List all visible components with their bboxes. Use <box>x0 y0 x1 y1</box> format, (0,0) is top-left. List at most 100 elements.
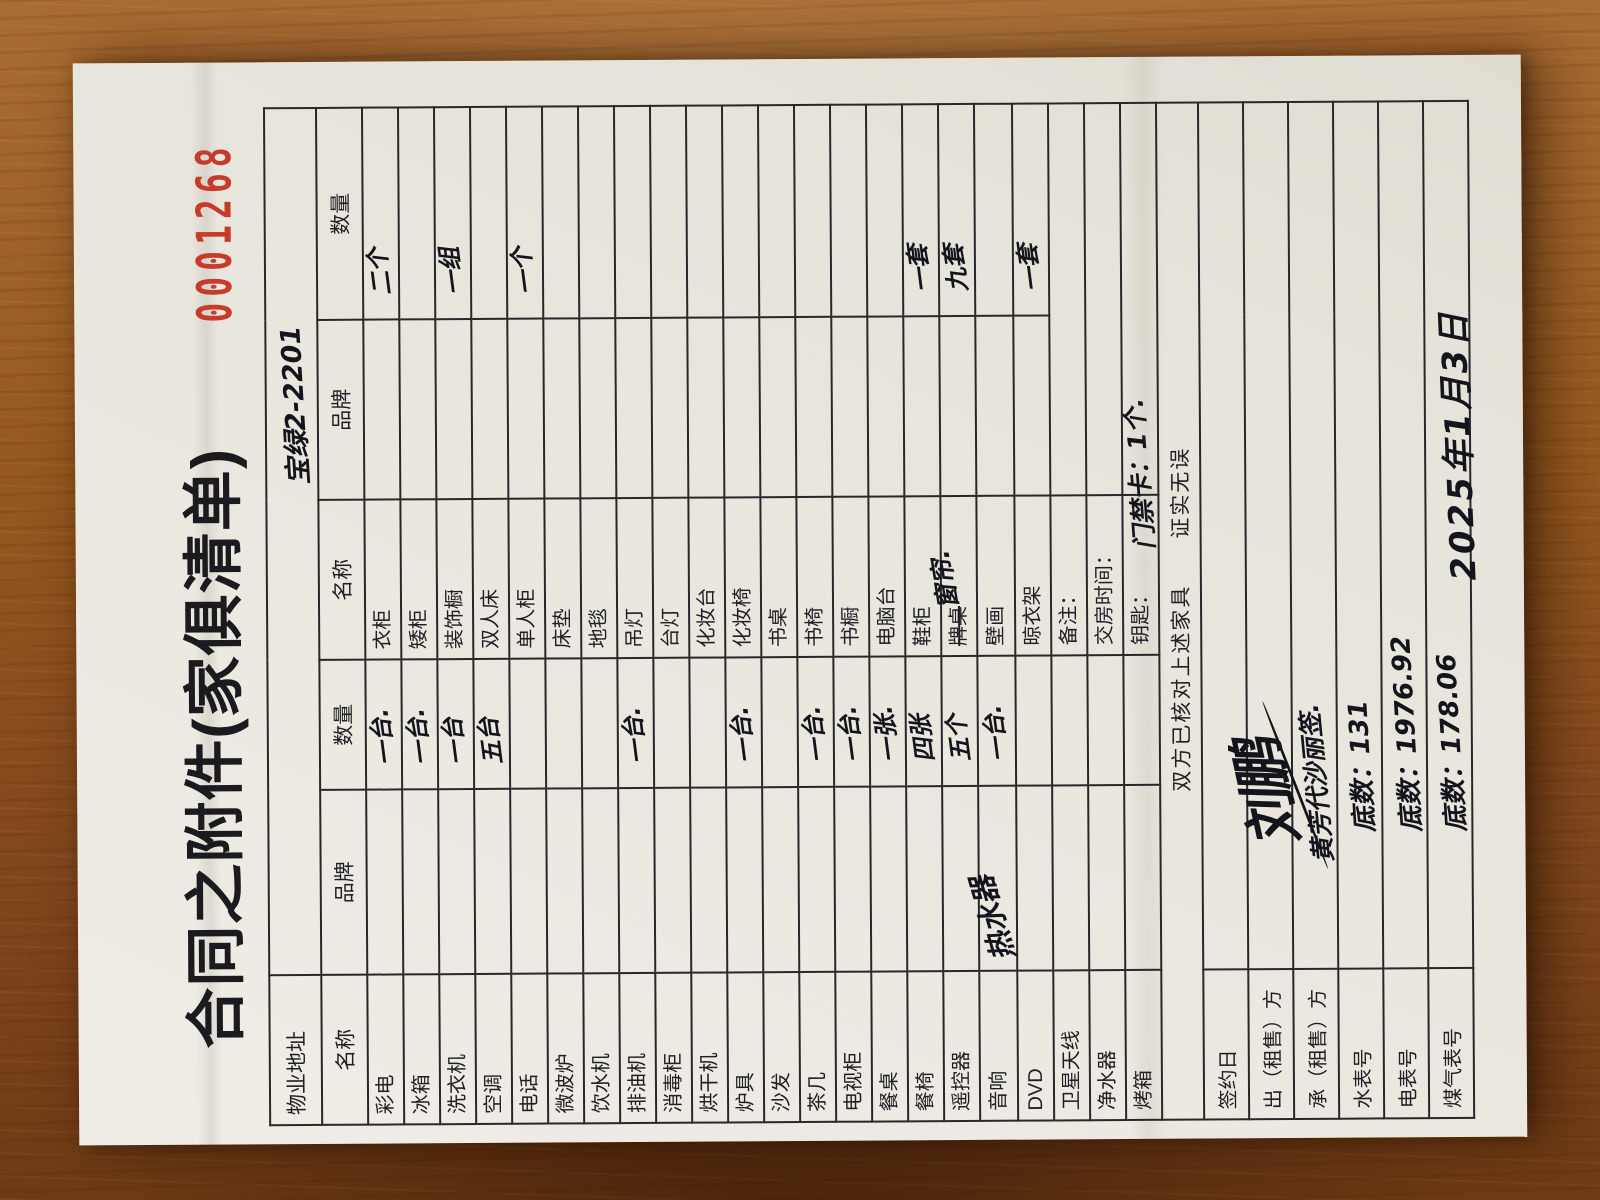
brand-cell <box>903 316 941 497</box>
brand-cell <box>870 786 908 972</box>
quantity-cell <box>577 106 616 319</box>
paper-sheet: 合同之附件(家俱清单) 0001268 物业地址 宝绿2-2201 名称 品牌 数量 名称… <box>72 54 1528 1146</box>
quantity-cell <box>613 105 652 319</box>
item-name-cell: 冰箱 <box>403 974 441 1125</box>
quantity-cell: 一个 <box>505 106 544 319</box>
brand-cell <box>834 786 872 972</box>
quantity-cell <box>1051 655 1089 786</box>
item-name-cell: 电脑台 <box>868 496 906 657</box>
column-header: 品牌 <box>320 789 368 975</box>
quantity-cell <box>469 106 508 320</box>
table-row: 净水器 交房时间： <box>1083 102 1127 1121</box>
table-row: 炉具 一台. 化妆椅 <box>721 105 765 1123</box>
table-row: 彩电 一台. 衣柜 二个 <box>361 107 405 1125</box>
bottom-row-label: 电表号 <box>1383 968 1430 1119</box>
bottom-row-value: 底数：131 <box>1332 101 1384 969</box>
table-row: 遥控器 五个 牌桌 窗帘. 九套 <box>925 103 981 1122</box>
quantity-cell <box>757 104 796 318</box>
bottom-row-label: 水表号 <box>1338 968 1385 1119</box>
brand-cell: 热水器 <box>965 785 1022 971</box>
property-address-value: 宝绿2-2201 <box>263 107 322 976</box>
quantity-cell: 五台 <box>473 658 511 789</box>
handwritten-quantity: 五个 <box>941 712 976 764</box>
quantity-cell: 五个 <box>941 655 979 787</box>
item-name-cell: 化妆台 <box>688 497 726 658</box>
column-header: 名称 <box>321 974 369 1125</box>
handwritten-quantity: 一套 <box>1013 241 1047 294</box>
quantity-cell <box>1123 654 1161 786</box>
item-name-cell: 吊灯 <box>616 497 654 659</box>
table-row: 卫星天线 备注： <box>1047 103 1091 1121</box>
table-row: 沙发 书桌 <box>757 104 801 1123</box>
meter-reading: 底数：131 <box>1343 699 1381 834</box>
bottom-row-value: 刘鹏 <box>1225 101 1312 970</box>
item-name-cell: 微波炉 <box>547 973 585 1124</box>
item-name-cell: 餐椅 <box>907 971 945 1122</box>
brand-cell <box>831 316 869 497</box>
handwritten-quantity: 九套 <box>939 242 973 294</box>
quantity-cell <box>793 104 832 318</box>
brand-cell <box>399 319 437 500</box>
brand-cell <box>579 318 617 499</box>
item-name-cell: 餐桌 <box>871 971 909 1122</box>
column-header: 名称 <box>318 499 366 660</box>
item-name-cell: 卫星天线 <box>1053 970 1091 1121</box>
handwritten-quantity: 四张 <box>905 712 940 764</box>
item-name-cell: 净水器 <box>1089 970 1127 1121</box>
handwritten-quantity: 一台. <box>978 703 1014 764</box>
quantity-cell <box>397 107 436 320</box>
item-name-cell: DVD <box>1017 970 1055 1121</box>
bottom-row: 电表号 底数：1976.92 <box>1377 101 1430 1119</box>
brand-cell <box>543 318 581 499</box>
quantity-cell: 一台. <box>977 655 1017 786</box>
quantity-cell <box>761 657 799 788</box>
quantity-cell: 一台. <box>725 657 763 788</box>
quantity-cell: 九套 <box>937 103 976 317</box>
quantity-cell: 一台 <box>437 658 475 790</box>
brand-cell <box>651 317 689 498</box>
bottom-row-value: 底数：1976.92 <box>1377 101 1429 969</box>
bottom-row-label: 煤气表号 <box>1428 967 1475 1119</box>
table-row: 微波炉 床垫 <box>541 106 585 1124</box>
handwritten-quantity: 一组 <box>435 245 469 297</box>
brand-cell <box>1088 785 1126 971</box>
handwritten-date: 2025年1月3日 <box>1433 309 1485 582</box>
brand-cell <box>723 317 761 498</box>
brand-cell <box>906 786 944 972</box>
quantity-cell: 一台. <box>833 656 871 787</box>
property-address-label: 物业地址 <box>269 974 323 1126</box>
quantity-cell: 四张 <box>905 656 943 787</box>
bottom-row-label: 出（租售）方 <box>1248 968 1295 1120</box>
verify-statement: 双方已核对上述家具 证实无误 <box>1155 102 1205 1120</box>
brand-cell <box>366 789 404 975</box>
handwritten-quantity: 二个 <box>363 245 397 298</box>
item-name-cell: 化妆椅 <box>724 497 762 658</box>
quantity-cell <box>721 105 760 318</box>
table-row: 洗衣机 一台 装饰橱 一组 <box>433 106 477 1125</box>
serial-number: 0001268 <box>185 141 243 323</box>
brand-cell <box>1016 785 1054 971</box>
brand-cell <box>762 787 800 973</box>
quantity-cell <box>509 658 547 789</box>
brand-cell <box>435 319 473 500</box>
item-name-cell: 交房时间： <box>1086 495 1124 656</box>
column-header: 数量 <box>319 659 367 790</box>
item-name-cell: 单人柜 <box>508 498 546 659</box>
brand-cell <box>402 789 440 975</box>
quantity-cell: 一台. <box>401 659 439 790</box>
item-name-cell: 音响 <box>979 970 1019 1121</box>
handwritten-quantity: 一套 <box>903 242 937 294</box>
item-name-cell: 台灯 <box>652 497 690 658</box>
table-row: 消毒柜 台灯 <box>649 105 693 1123</box>
item-name-cell: 彩电 <box>367 974 405 1125</box>
item-name-cell: 消毒柜 <box>655 972 693 1123</box>
brand-cell <box>867 316 905 497</box>
quantity-cell: 一台. <box>617 657 655 789</box>
quantity-cell <box>1015 655 1053 786</box>
quantity-cell <box>649 105 688 318</box>
bottom-row: 承（租售）方 黄芳代沙丽签. <box>1287 101 1340 1119</box>
item-name-cell: 壁画 <box>976 495 1016 656</box>
brand-cell <box>615 317 653 499</box>
brand-cell <box>471 318 509 499</box>
